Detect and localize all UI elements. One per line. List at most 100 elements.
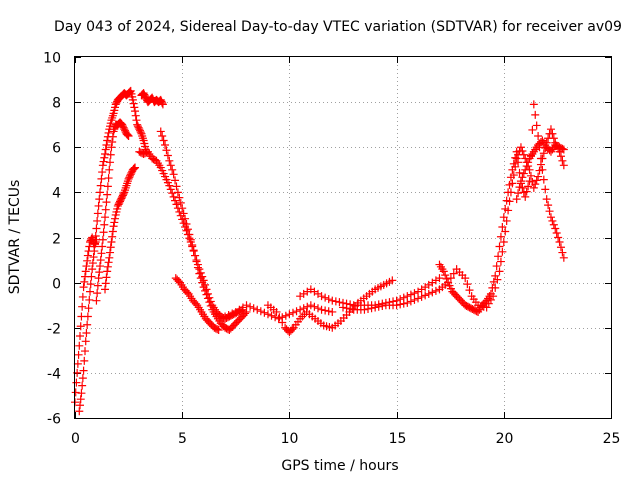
- data-point: [104, 258, 113, 267]
- data-point: [159, 136, 168, 145]
- data-point: [449, 269, 458, 278]
- data-point: [558, 248, 567, 257]
- data-point: [101, 145, 110, 154]
- data-point: [98, 161, 107, 170]
- x-tick-label: 0: [71, 431, 80, 447]
- data-point: [544, 201, 553, 210]
- data-point: [399, 299, 408, 308]
- data-point: [321, 293, 330, 302]
- data-point: [73, 359, 82, 368]
- data-point: [546, 125, 555, 134]
- data-point: [76, 332, 85, 341]
- y-axis-label: SDTVAR / TECUs: [7, 180, 23, 295]
- data-point: [78, 302, 87, 311]
- data-point: [214, 326, 223, 335]
- data-point: [181, 214, 190, 223]
- data-point: [185, 230, 194, 239]
- data-point: [414, 294, 423, 303]
- data-point: [556, 243, 565, 252]
- data-point: [102, 198, 111, 207]
- data-point: [501, 204, 510, 213]
- data-point: [192, 257, 201, 266]
- data-point: [124, 131, 133, 140]
- data-point: [556, 152, 565, 161]
- data-point: [80, 356, 89, 365]
- data-point: [81, 337, 90, 346]
- series-arc-G: [156, 127, 251, 335]
- data-point: [424, 289, 433, 298]
- data-point: [106, 150, 115, 159]
- data-point: [96, 181, 105, 190]
- data-point: [512, 195, 521, 204]
- data-point: [97, 249, 106, 258]
- data-point: [403, 292, 412, 301]
- data-point: [241, 309, 250, 318]
- data-point: [80, 277, 89, 286]
- data-point: [317, 305, 326, 314]
- data-point: [224, 310, 233, 319]
- data-point: [86, 287, 95, 296]
- data-point: [92, 224, 101, 233]
- data-point: [346, 304, 355, 313]
- data-point: [534, 131, 543, 140]
- data-point: [410, 295, 419, 304]
- data-point: [417, 292, 426, 301]
- data-point: [99, 228, 108, 237]
- data-point: [303, 302, 312, 311]
- data-point: [91, 231, 100, 240]
- data-point: [529, 100, 538, 109]
- data-point: [272, 307, 281, 316]
- data-point: [521, 192, 530, 201]
- data-point: [275, 313, 284, 322]
- data-point: [191, 251, 200, 260]
- data-point: [506, 173, 515, 182]
- data-point: [267, 311, 276, 320]
- data-point: [86, 280, 95, 289]
- data-point: [78, 381, 87, 390]
- data-point: [101, 213, 110, 222]
- data-point: [539, 175, 548, 184]
- x-axis-label: GPS time / hours: [281, 458, 398, 474]
- data-point: [108, 227, 117, 236]
- data-point: [175, 193, 184, 202]
- data-point: [77, 389, 86, 398]
- data-point: [102, 140, 111, 149]
- data-point: [558, 156, 567, 165]
- data-point: [502, 196, 511, 205]
- data-point: [489, 277, 498, 286]
- data-point: [107, 143, 116, 152]
- data-point: [172, 182, 181, 191]
- data-point: [213, 325, 222, 334]
- series-arc-A: [71, 233, 101, 407]
- data-point: [461, 274, 470, 283]
- data-point: [488, 283, 497, 292]
- data-point: [166, 161, 175, 170]
- data-point: [201, 286, 210, 295]
- data-point: [442, 274, 451, 283]
- data-point: [97, 174, 106, 183]
- data-point: [74, 350, 83, 359]
- series-arc-N: [512, 136, 568, 204]
- data-point: [522, 187, 531, 196]
- data-point: [108, 137, 117, 146]
- data-point: [339, 303, 347, 312]
- data-point: [103, 267, 112, 276]
- data-point: [98, 242, 107, 251]
- data-point: [532, 176, 541, 185]
- data-point: [78, 292, 87, 301]
- data-point: [103, 190, 112, 199]
- data-point: [228, 309, 237, 318]
- plot-frame: [74, 56, 612, 419]
- data-point: [199, 283, 208, 292]
- data-point: [512, 147, 521, 156]
- series-arc-C: [92, 118, 133, 305]
- data-point: [360, 305, 369, 314]
- data-point: [292, 307, 301, 316]
- data-point: [263, 310, 272, 319]
- data-point: [367, 304, 376, 313]
- data-point: [110, 218, 119, 227]
- data-point: [165, 181, 174, 190]
- data-point: [378, 301, 387, 310]
- series-arc-B: [75, 86, 150, 416]
- data-point: [76, 401, 85, 410]
